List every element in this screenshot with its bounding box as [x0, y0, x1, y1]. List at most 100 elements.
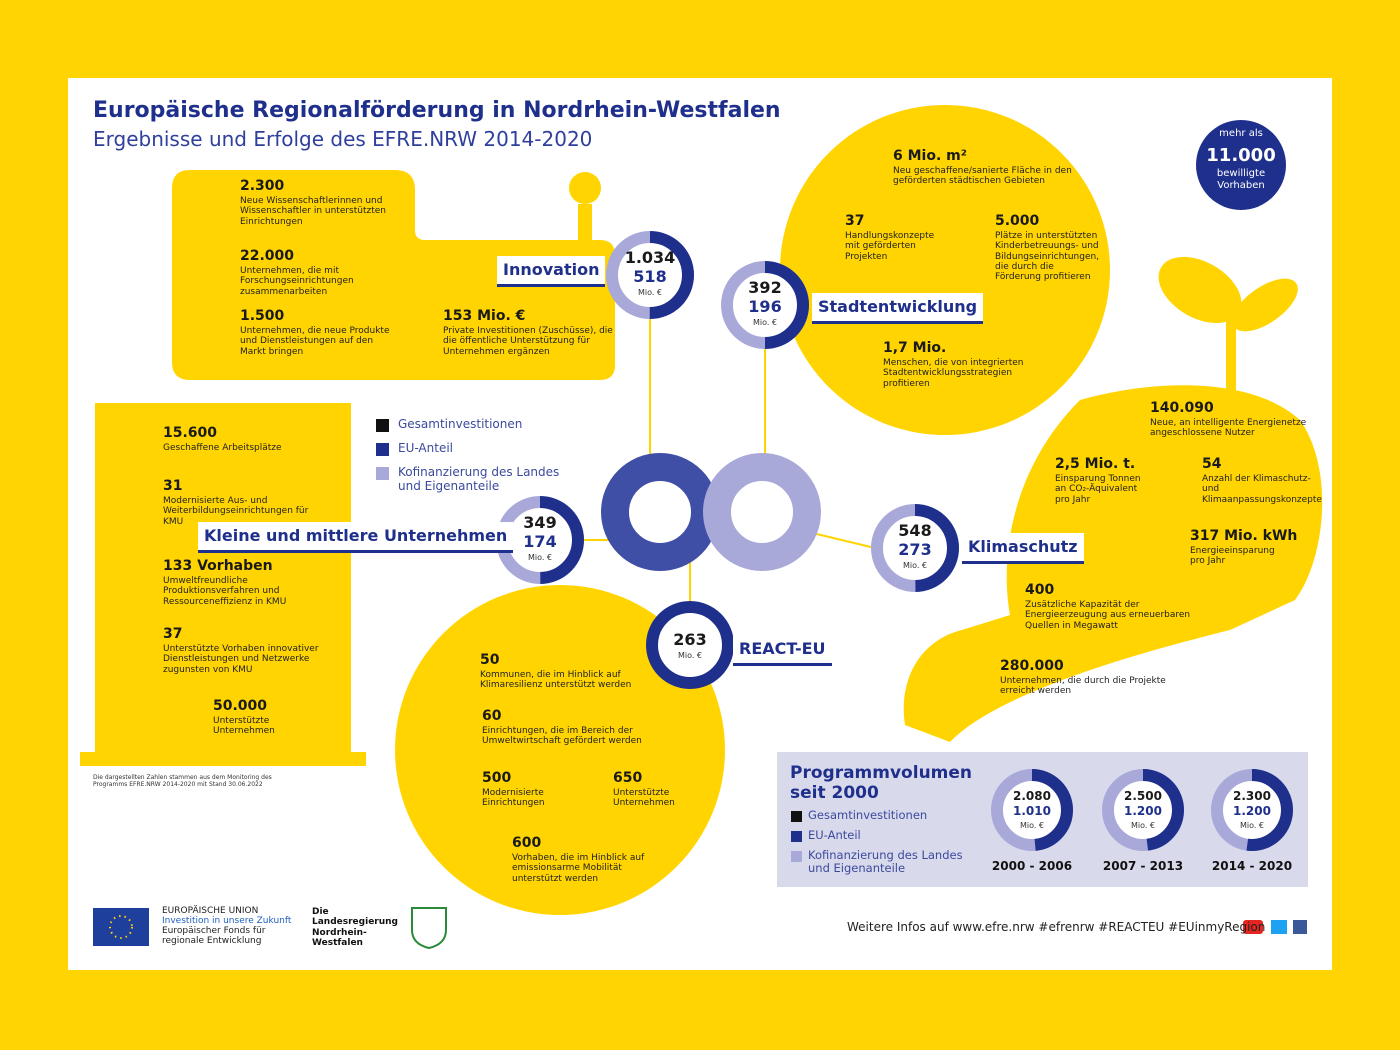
innovation-shape	[172, 170, 615, 380]
donut-total: 548	[898, 521, 932, 540]
stat-text: Neue, an intelligente Energienetze anges…	[1150, 418, 1307, 439]
stat-value: 31	[163, 478, 183, 494]
stat-value: 50.000	[213, 698, 268, 714]
legend-label: Kofinanzierung des Landes und Eigenantei…	[808, 848, 963, 876]
stat-value: 1,7 Mio.	[883, 340, 947, 356]
badge-text: mehr als	[1219, 128, 1263, 139]
stat-text: Zusätzliche Kapazität der Energieerzeugu…	[1025, 600, 1191, 631]
klima-shape	[903, 385, 1323, 742]
stat-text: Unternehmen, die neue Produkte und Diens…	[240, 326, 390, 357]
nrw-crest	[411, 907, 447, 950]
donut-eu: 174	[523, 532, 557, 551]
stat-text: Umweltfreundliche Produktionsverfahren u…	[163, 576, 287, 607]
stat-text: Unterstützte Unternehmen	[213, 716, 275, 737]
stat-value: 37	[163, 626, 183, 642]
stat-text: Geschaffene Arbeitsplätze	[163, 443, 282, 453]
leaf	[1158, 256, 1242, 324]
stat-text: Unterstützte Vorhaben innovativer Dienst…	[163, 644, 319, 675]
donut-total: 2.500	[1124, 789, 1162, 803]
stat-text: Menschen, die von integrierten Stadtentw…	[883, 358, 1024, 389]
badge-text: bewilligte Vorhaben	[1216, 168, 1266, 191]
section-label: REACT-EU	[733, 635, 832, 667]
section-label: Innovation	[497, 256, 606, 288]
stat-value: 317 Mio. kWh	[1190, 528, 1298, 544]
badge-text: 11.000	[1206, 145, 1276, 166]
stem	[1226, 300, 1236, 390]
facebook-icon	[1293, 920, 1307, 934]
donut-eu-arc	[606, 231, 694, 319]
stat-text: Energieeinsparung pro Jahr	[1190, 546, 1275, 567]
stat-text: Unternehmen, die durch die Projekte erre…	[1000, 676, 1166, 697]
subtitle: Ergebnisse und Erfolge des EFRE.NRW 2014…	[93, 127, 593, 151]
stat-text: Modernisierte Einrichtungen	[482, 788, 545, 809]
donut-eu: 273	[898, 540, 932, 559]
stat-text: Neu geschaffene/sanierte Fläche in den g…	[893, 166, 1072, 187]
legend-swatch	[791, 831, 802, 842]
stat-value: 400	[1025, 582, 1055, 598]
donut-eu: 518	[633, 267, 667, 286]
eu-text: EUROPÄISCHE UNION	[162, 906, 259, 916]
donut-unit: Mio. €	[637, 288, 663, 297]
legend-label: Kofinanzierung des Landes und Eigenantei…	[398, 465, 560, 493]
donut-eu-arc	[1211, 769, 1293, 851]
donut-unit: Mio. €	[677, 651, 703, 660]
stadt-shape	[780, 105, 1110, 435]
stat-text: Einsparung Tonnen an CO₂-Äquivalent pro …	[1055, 474, 1141, 505]
stat-value: 153 Mio. €	[443, 308, 526, 324]
stat-value: 140.090	[1150, 400, 1214, 416]
stat-value: 500	[482, 770, 512, 786]
stat-value: 6 Mio. m²	[893, 148, 967, 164]
stat-text: Kommunen, die im Hinblick auf Klimaresil…	[480, 670, 632, 691]
stat-text: Private Investitionen (Zuschüsse), die d…	[443, 326, 613, 357]
legend-swatch	[791, 851, 802, 862]
stat-value: 15.600	[163, 425, 218, 441]
legend-label: Gesamtinvestitionen	[808, 808, 928, 822]
title: Europäische Regionalförderung in Nordrhe…	[93, 98, 781, 123]
legend-label: Gesamtinvestitionen	[398, 417, 523, 431]
donut-total: 1.034	[624, 248, 676, 267]
stat-value: 2.300	[240, 178, 285, 194]
stat-value: 37	[845, 213, 865, 229]
youtube-icon	[1243, 920, 1263, 934]
stat-value: 650	[613, 770, 643, 786]
stat-value: 5.000	[995, 213, 1040, 229]
section-label: Kleine und mittlere Unternehmen	[198, 522, 514, 554]
donut-eu: 1.200	[1233, 804, 1271, 818]
legend-label: EU-Anteil	[808, 828, 861, 842]
donut-eu: 1.200	[1124, 804, 1162, 818]
donut-eu: 196	[748, 297, 782, 316]
period-label: 2007 - 2013	[1102, 859, 1184, 873]
stat-text: Anzahl der Klimaschutz- und Klimaanpassu…	[1202, 474, 1322, 505]
donut-total: 263	[673, 630, 707, 649]
stat-text: Handlungskonzepte mit geförderten Projek…	[845, 231, 935, 262]
links: Weitere Infos auf www.efre.nrw #efrenrw …	[847, 920, 1266, 934]
donut-unit: Mio. €	[902, 561, 928, 570]
donut-total: 2.080	[1013, 789, 1051, 803]
section-label: Stadtentwicklung	[812, 293, 984, 325]
donut-eu: 1.010	[1013, 804, 1051, 818]
donut-unit: Mio. €	[1239, 821, 1265, 830]
eu-flag	[93, 908, 149, 946]
stat-text: Vorhaben, die im Hinblick auf emissionsa…	[512, 853, 645, 884]
stat-value: 280.000	[1000, 658, 1064, 674]
legend-label: EU-Anteil	[398, 441, 454, 455]
stat-value: 1.500	[240, 308, 285, 324]
state-text: Die Landesregierung Nordrhein-Westfalen	[312, 907, 398, 949]
eu-text: Europäischer Fonds für regionale Entwick…	[162, 926, 266, 947]
eu-stars	[109, 915, 133, 939]
stat-value: 133 Vorhaben	[163, 558, 273, 574]
donut-total: 349	[523, 513, 557, 532]
stat-text: Modernisierte Aus- und Weiterbildungsein…	[163, 496, 309, 527]
legend-swatch	[376, 443, 389, 456]
bulb-stem	[578, 204, 592, 240]
donut-eu-arc	[721, 261, 809, 349]
donut-unit: Mio. €	[752, 318, 778, 327]
donut-total: 2.300	[1233, 789, 1271, 803]
legend-swatch	[791, 811, 802, 822]
donut-unit: Mio. €	[1130, 821, 1156, 830]
stat-text: Plätze in unterstützten Kinderbetreuungs…	[995, 231, 1100, 283]
bulb	[569, 172, 601, 204]
